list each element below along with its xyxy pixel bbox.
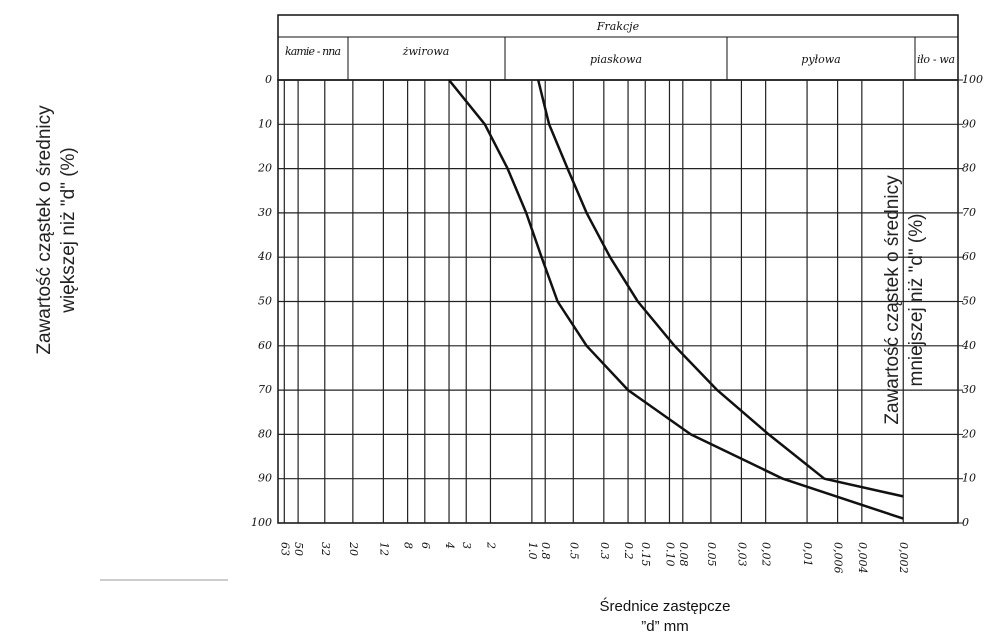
x-tick-label: 0.2 (622, 542, 635, 560)
axis-title: Zawartość cząstek o średnicy (882, 175, 903, 425)
y-tick-label: 80 (258, 427, 272, 440)
x-tick-label: 0.5 (567, 542, 580, 560)
x-tick-label: 0.15 (639, 542, 652, 567)
y2-tick-label: 20 (961, 427, 976, 440)
y2-tick-label: 80 (962, 162, 976, 175)
y-tick-label: 90 (258, 472, 272, 485)
curve (536, 79, 904, 498)
y-tick-label: 100 (251, 516, 272, 529)
y-tick-label: 0 (265, 73, 272, 86)
fraction-label: iło - wa (917, 53, 955, 66)
x-tick-label: 2 (484, 541, 497, 549)
x-tick-label: 1.0 (526, 542, 539, 560)
x-tick-label: 0.08 (677, 542, 690, 567)
header-title: Frakcje (596, 20, 640, 33)
x-tick-label: 0,02 (760, 542, 773, 567)
x-tick-label: 0.05 (705, 542, 718, 567)
y2-tick-label: 10 (962, 472, 976, 485)
x-tick-label: 6 (419, 542, 432, 549)
y2-tick-label: 30 (962, 383, 976, 396)
y-tick-label: 30 (258, 206, 272, 219)
x-tick-label: 4 (443, 541, 456, 549)
y-tick-label: 70 (258, 383, 272, 396)
y2-tick-label: 100 (962, 73, 983, 86)
x-tick-label: 0,006 (832, 542, 845, 574)
axis-title: Zawartość cząstek o średnicy (34, 105, 55, 355)
y-tick-label: 10 (258, 117, 272, 130)
x-tick-label: 0.3 (598, 542, 611, 560)
x-tick-label: 8 (402, 542, 415, 549)
curve (448, 79, 904, 520)
fraction-label: żwirowa (402, 45, 450, 58)
x-tick-label: 0,002 (897, 542, 910, 574)
y2-tick-label: 40 (961, 339, 976, 352)
y-tick-label: 50 (258, 295, 272, 308)
y-tick-label: 60 (258, 339, 272, 352)
y-tick-label: 20 (257, 162, 272, 175)
x-tick-label: 20 (347, 541, 360, 556)
x-tick-label: 3 (460, 542, 473, 549)
x-tick-label: 32 (319, 542, 332, 556)
axis-title: większej niż "d" (%) (58, 147, 79, 314)
y2-tick-label: 90 (962, 117, 976, 130)
y2-tick-label: 60 (962, 250, 976, 263)
x-tick-label: 63 (278, 542, 291, 556)
axis-title: mniejszej niż "d" (%) (906, 214, 927, 387)
y2-tick-label: 70 (962, 206, 976, 219)
fraction-label: pyłowa (801, 53, 840, 66)
x-axis-title: Średnice zastępcze (600, 597, 731, 615)
x-axis-title: ”d” mm (641, 618, 689, 635)
x-tick-label: 12 (377, 542, 390, 556)
y2-tick-label: 50 (962, 295, 976, 308)
x-tick-label: 0.10 (663, 542, 676, 567)
x-tick-label: 0.8 (539, 542, 552, 560)
x-tick-label: 0,01 (801, 542, 814, 567)
fraction-label: kamie - nna (285, 45, 341, 58)
x-tick-label: 50 (292, 542, 305, 556)
fraction-label: piaskowa (590, 53, 642, 66)
x-tick-label: 0,004 (856, 542, 869, 574)
x-tick-label: 0,03 (735, 542, 748, 567)
y-tick-label: 40 (257, 250, 272, 263)
y2-tick-label: 0 (962, 516, 969, 529)
